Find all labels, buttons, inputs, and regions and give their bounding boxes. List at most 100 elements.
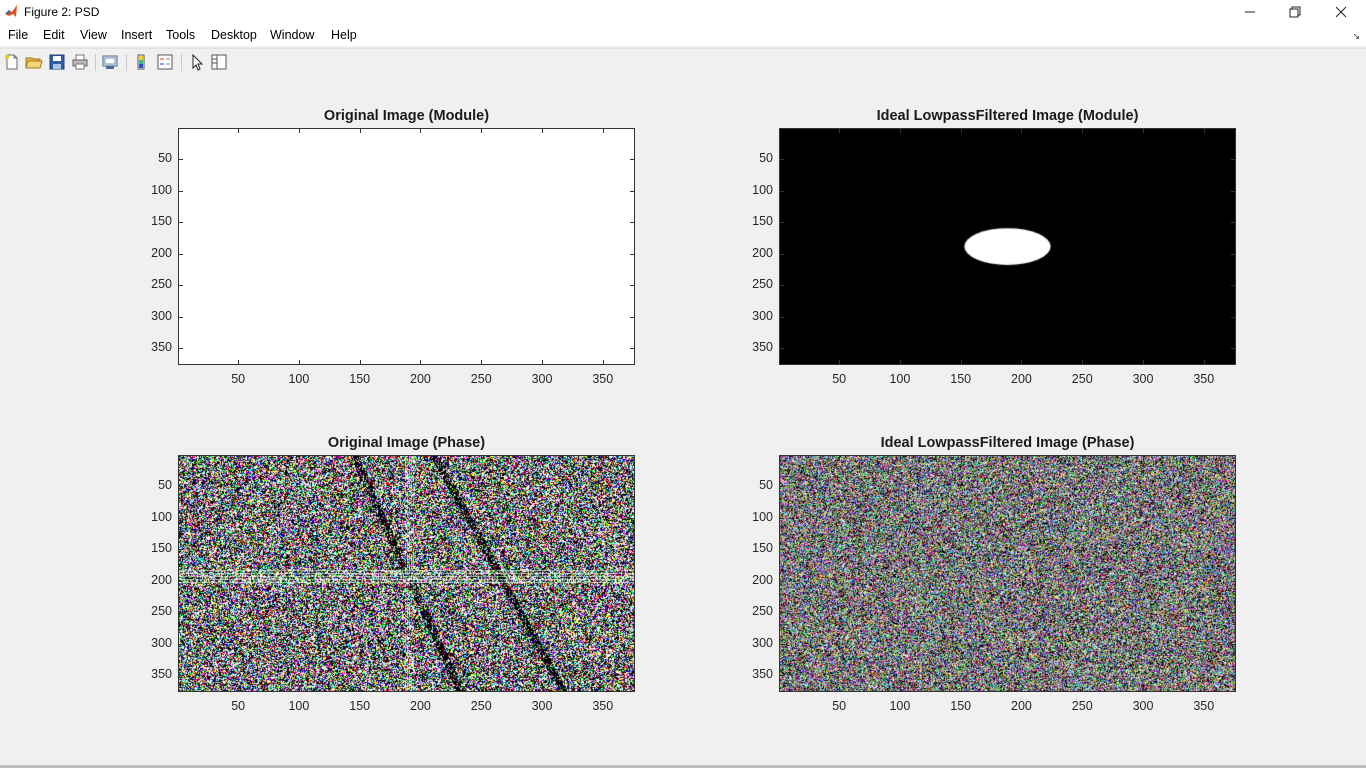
menu-view[interactable]: View (80, 28, 107, 42)
legend-icon[interactable] (156, 53, 174, 71)
minimize-icon (1245, 11, 1255, 13)
x-tick-mark (359, 456, 361, 460)
toolbar-separator (95, 54, 96, 71)
x-tick-mark (602, 687, 604, 691)
y-tick-label: 200 (151, 245, 172, 260)
x-tick-label: 100 (288, 699, 310, 713)
x-tick-mark (238, 456, 240, 460)
edit-plot-icon[interactable] (188, 53, 206, 71)
open-file-icon[interactable] (25, 53, 43, 71)
x-tick-mark (542, 687, 544, 691)
x-tick-mark (899, 129, 901, 133)
y-tick-mark (630, 643, 634, 645)
y-tick-mark (179, 316, 183, 318)
image-lowpass-phase (780, 456, 1235, 691)
menu-desktop[interactable]: Desktop (211, 28, 257, 42)
restore-button[interactable] (1272, 0, 1318, 24)
y-tick-mark (1231, 253, 1235, 255)
x-tick-mark (839, 687, 841, 691)
x-tick-label: 150 (950, 699, 972, 713)
x-tick-mark (1082, 687, 1084, 691)
print-icon[interactable] (71, 53, 89, 71)
y-tick-label: 250 (151, 604, 172, 619)
y-tick-mark (1231, 486, 1235, 488)
axes-title: Original Image (Module) (323, 108, 490, 124)
x-tick-mark (481, 360, 483, 364)
y-tick-mark (780, 316, 784, 318)
y-tick-label: 350 (752, 340, 773, 355)
y-tick-label: 200 (752, 572, 773, 587)
y-tick-mark (780, 517, 784, 519)
x-tick-label: 350 (592, 372, 614, 386)
minimize-button[interactable] (1227, 0, 1273, 24)
image-lowpass-module (780, 129, 1235, 364)
axes-title: Ideal LowpassFiltered Image (Phase) (880, 435, 1135, 451)
dock-arrow-icon[interactable]: ↘ (1352, 31, 1360, 41)
x-tick-mark (960, 456, 962, 460)
y-tick-mark (179, 190, 183, 192)
x-tick-label: 300 (1132, 699, 1154, 713)
window-title: Figure 2: PSD (24, 5, 100, 19)
y-tick-mark (1231, 643, 1235, 645)
plot-area-original-module[interactable] (178, 128, 635, 365)
image-original-phase (179, 456, 634, 691)
menu-file[interactable]: File (8, 28, 29, 42)
x-tick-mark (1082, 129, 1084, 133)
y-tick-mark (179, 285, 183, 287)
y-tick-mark (780, 222, 784, 224)
menu-insert[interactable]: Insert (121, 28, 153, 42)
x-tick-mark (542, 360, 544, 364)
menu-edit[interactable]: Edit (43, 28, 65, 42)
y-tick-mark (630, 159, 634, 161)
y-tick-mark (179, 675, 183, 677)
menu-help[interactable]: Help (331, 28, 357, 42)
property-inspector-icon[interactable] (210, 53, 228, 71)
x-tick-mark (420, 456, 422, 460)
x-tick-mark (481, 456, 483, 460)
y-tick-label: 250 (752, 277, 773, 292)
x-tick-label: 200 (1011, 699, 1032, 713)
axes-title: Original Image (Phase) (327, 435, 486, 451)
y-tick-label: 250 (151, 277, 172, 292)
plot-area-original-phase[interactable] (178, 455, 635, 692)
colorbar-icon[interactable] (133, 53, 151, 71)
y-tick-mark (1231, 675, 1235, 677)
x-tick-mark (899, 360, 901, 364)
x-tick-mark (420, 687, 422, 691)
x-tick-label: 150 (349, 699, 371, 713)
y-tick-mark (630, 580, 634, 582)
menu-window[interactable]: Window (270, 28, 315, 42)
y-tick-mark (630, 675, 634, 677)
y-tick-mark (630, 285, 634, 287)
figure-canvas: Original Image (Module) Ideal LowpassFil… (0, 76, 1366, 766)
y-tick-mark (1231, 348, 1235, 350)
x-tick-label: 250 (470, 372, 492, 386)
new-figure-icon[interactable] (3, 53, 21, 71)
x-tick-mark (960, 687, 962, 691)
x-tick-mark (238, 687, 240, 691)
link-plot-icon[interactable] (101, 53, 119, 71)
plot-area-lowpass-phase[interactable] (779, 455, 1236, 692)
x-tick-label: 200 (1011, 372, 1032, 386)
plot-area-lowpass-module[interactable] (779, 128, 1236, 365)
y-tick-label: 100 (752, 509, 773, 524)
x-tick-mark (1021, 360, 1023, 364)
x-tick-label: 300 (531, 372, 553, 386)
y-tick-label: 300 (151, 308, 172, 323)
close-button[interactable] (1318, 0, 1364, 24)
x-tick-mark (1082, 360, 1084, 364)
save-icon[interactable] (48, 53, 66, 71)
x-tick-mark (1021, 129, 1023, 133)
menu-bar: File Edit View Insert Tools Desktop Wind… (0, 24, 1366, 46)
menu-tools[interactable]: Tools (166, 28, 196, 42)
y-tick-label: 100 (151, 182, 172, 197)
y-tick-mark (1231, 580, 1235, 582)
x-tick-label: 50 (832, 372, 847, 386)
x-tick-mark (298, 687, 300, 691)
x-tick-label: 250 (1071, 372, 1093, 386)
x-tick-mark (1203, 687, 1205, 691)
y-tick-label: 350 (151, 667, 172, 682)
x-tick-label: 250 (1071, 699, 1093, 713)
y-tick-mark (179, 486, 183, 488)
y-tick-mark (630, 316, 634, 318)
